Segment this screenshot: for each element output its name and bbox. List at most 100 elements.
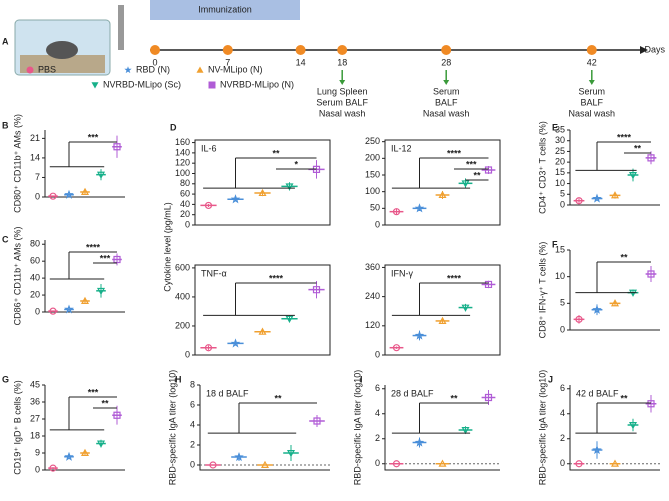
y-tick-label: 0 bbox=[185, 219, 190, 229]
dot bbox=[49, 307, 57, 315]
dot bbox=[628, 422, 638, 430]
sig-label: **** bbox=[447, 148, 462, 158]
y-axis-label: RBD-specific IgA titer (log10) bbox=[352, 370, 362, 486]
y-tick-label: 0 bbox=[35, 464, 40, 474]
sig-label: **** bbox=[617, 132, 632, 142]
chart-title: TNF-α bbox=[201, 268, 227, 278]
sample-text: Nasal wash bbox=[423, 108, 470, 118]
dot bbox=[438, 190, 447, 198]
sample-arrowhead bbox=[339, 80, 346, 85]
sample-arrowhead bbox=[443, 80, 450, 85]
timeline-day: 18 bbox=[337, 57, 347, 67]
timeline-day: 14 bbox=[296, 57, 306, 67]
y-tick-label: 100 bbox=[175, 168, 190, 178]
sig-label: ** bbox=[620, 393, 628, 403]
y-tick-label: 20 bbox=[180, 209, 190, 219]
dot bbox=[461, 180, 470, 188]
sig-label: * bbox=[294, 159, 298, 169]
sig-label: ** bbox=[272, 148, 280, 158]
legend-label: NV-MLipo (N) bbox=[208, 64, 263, 74]
y-tick-label: 6 bbox=[190, 399, 195, 409]
y-tick-label: 2 bbox=[560, 433, 565, 443]
dot bbox=[64, 189, 74, 199]
dot bbox=[64, 304, 74, 314]
y-tick-label: 30 bbox=[555, 135, 565, 145]
panel-label: G bbox=[2, 374, 9, 384]
dot bbox=[610, 191, 620, 199]
y-tick-label: 7 bbox=[35, 172, 40, 182]
timeline-point bbox=[337, 45, 348, 55]
y-tick-label: 60 bbox=[30, 256, 40, 266]
dot bbox=[113, 411, 121, 419]
y-tick-label: 80 bbox=[180, 178, 190, 188]
dot bbox=[96, 287, 106, 296]
dot bbox=[209, 461, 217, 469]
y-tick-label: 10 bbox=[555, 178, 565, 188]
y-tick-label: 200 bbox=[175, 320, 190, 330]
panel-label: C bbox=[2, 234, 9, 244]
sig-label: ** bbox=[620, 252, 628, 262]
sample-arrowhead bbox=[588, 80, 595, 85]
sig-label: ** bbox=[101, 398, 109, 408]
y-axis-label: CD19⁺ IgD⁺ B cells (%) bbox=[12, 380, 22, 475]
legend-symbol bbox=[196, 66, 204, 73]
y-tick-label: 600 bbox=[175, 262, 190, 272]
dot bbox=[204, 201, 213, 210]
sig-label: **** bbox=[86, 242, 101, 252]
sample-text: Serum bbox=[433, 86, 460, 96]
timeline-point bbox=[441, 45, 452, 55]
y-tick-label: 2 bbox=[375, 433, 380, 443]
dot bbox=[438, 459, 447, 467]
dot bbox=[592, 444, 602, 455]
y-tick-label: 360 bbox=[365, 262, 380, 272]
chart-title: 42 d BALF bbox=[576, 388, 619, 398]
dot bbox=[610, 459, 620, 467]
y-tick-label: 400 bbox=[175, 291, 190, 301]
y-tick-label: 35 bbox=[555, 124, 565, 134]
y-tick-label: 5 bbox=[560, 298, 565, 308]
y-tick-label: 60 bbox=[180, 188, 190, 198]
y-tick-label: 20 bbox=[30, 289, 40, 299]
dot bbox=[260, 460, 270, 468]
panel-label: F bbox=[552, 239, 558, 249]
y-tick-label: 0 bbox=[560, 458, 565, 468]
chart-title: IL-12 bbox=[391, 143, 412, 153]
dot bbox=[286, 450, 296, 458]
y-tick-label: 18 bbox=[30, 430, 40, 440]
legend-label: PBS bbox=[38, 64, 56, 74]
dot bbox=[96, 171, 106, 179]
dot bbox=[575, 460, 583, 468]
plot-frame bbox=[384, 139, 501, 226]
y-tick-label: 20 bbox=[555, 157, 565, 167]
panel-label: E bbox=[552, 122, 558, 132]
dot bbox=[80, 187, 90, 195]
y-axis-label: CD8⁺ IFN-γ⁺ T cells (%) bbox=[537, 242, 547, 339]
y-tick-label: 240 bbox=[365, 291, 380, 301]
y-axis-label: CD86⁺ CD11b⁺ AMs (%) bbox=[12, 227, 22, 326]
chart-title: 28 d BALF bbox=[391, 388, 434, 398]
timeline-day: 7 bbox=[225, 57, 230, 67]
timeline-point bbox=[586, 45, 597, 55]
timeline-point bbox=[150, 45, 160, 55]
y-tick-label: 120 bbox=[365, 320, 380, 330]
y-tick-label: 27 bbox=[30, 413, 40, 423]
dot bbox=[258, 188, 267, 197]
dot bbox=[610, 299, 620, 307]
dot bbox=[392, 208, 401, 216]
y-tick-label: 5 bbox=[560, 189, 565, 199]
dot bbox=[414, 330, 425, 340]
panel-label: D bbox=[170, 122, 177, 132]
y-tick-label: 140 bbox=[175, 147, 190, 157]
timeline-day: 0 bbox=[152, 57, 157, 67]
dot bbox=[414, 203, 425, 213]
dot bbox=[313, 417, 321, 425]
axes bbox=[199, 385, 330, 471]
panel-label: H bbox=[175, 374, 182, 384]
sample-text: Nasal wash bbox=[569, 108, 616, 118]
sig-label: *** bbox=[466, 159, 477, 169]
y-tick-label: 21 bbox=[30, 133, 40, 143]
y-tick-label: 80 bbox=[30, 239, 40, 249]
y-tick-label: 0 bbox=[375, 219, 380, 229]
axes bbox=[44, 130, 125, 198]
